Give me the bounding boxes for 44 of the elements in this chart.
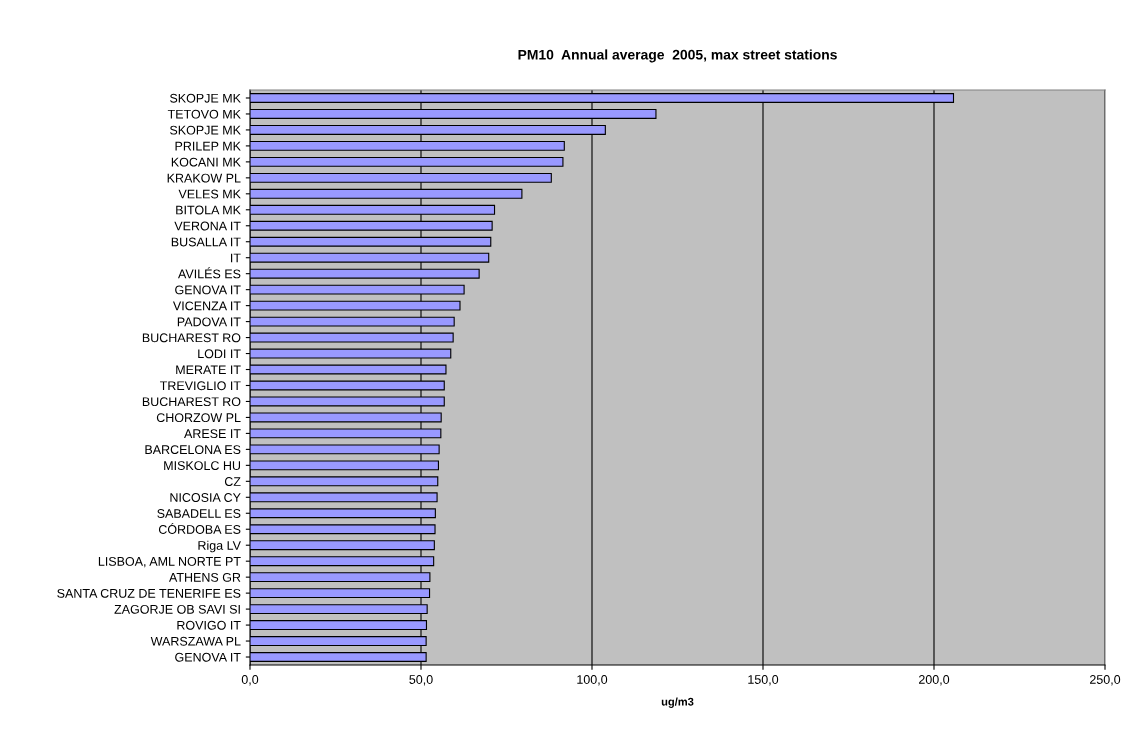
- y-tick-label: GENOVA IT: [175, 285, 241, 295]
- x-tick-label: 100,0: [577, 675, 608, 686]
- y-tick-label: BITOLA MK: [176, 205, 241, 215]
- y-tick-label: ZAGORJE OB SAVI SI: [114, 604, 240, 614]
- y-tick-label: SANTA CRUZ DE TENERIFE ES: [57, 588, 241, 598]
- y-tick-label: BARCELONA ES: [145, 445, 241, 455]
- y-tick-label: TETOVO MK: [167, 109, 241, 119]
- y-tick-label: CHORZOW PL: [156, 413, 241, 423]
- y-tick-label: GENOVA IT: [175, 652, 241, 662]
- y-tick-label: CZ: [224, 477, 241, 486]
- y-tick-label: IT: [231, 253, 241, 263]
- y-tick-label: Riga LV: [198, 540, 241, 553]
- y-tick-label: ATHENS GR: [168, 572, 241, 582]
- y-tick-label: KRAKOW PL: [167, 173, 241, 183]
- y-tick-label: BUCHAREST RO: [142, 333, 241, 343]
- y-tick-label: MERATE IT: [176, 365, 241, 375]
- x-tick-label: 50,0: [409, 675, 433, 686]
- x-tick-label: 0,0: [241, 675, 259, 686]
- y-tick-label: ROVIGO IT: [177, 620, 241, 630]
- y-tick-label: BUSALLA IT: [171, 237, 241, 247]
- x-axis-title: ug/m3: [661, 697, 694, 708]
- y-tick-label: BUCHAREST RO: [142, 397, 241, 407]
- y-tick-label: MISKOLC HU: [164, 461, 241, 470]
- y-tick-label: VERONA IT: [174, 221, 241, 231]
- y-tick-label: CÓRDOBA ES: [158, 522, 241, 534]
- x-tick-label: 200,0: [918, 675, 950, 686]
- y-tick-label: VICENZA IT: [172, 301, 241, 311]
- y-tick-label: SABADELL ES: [157, 509, 241, 518]
- y-tick-label: AVILÉS ES: [178, 267, 241, 279]
- y-tick-label: SKOPJE MK: [169, 125, 241, 135]
- x-tick-label: 250,0: [1089, 675, 1121, 686]
- y-tick-label: PRILEP MK: [175, 141, 241, 151]
- y-tick-label: SKOPJE MK: [169, 93, 241, 103]
- y-tick-label: LODI IT: [198, 349, 241, 359]
- y-tick-label: WARSZAWA PL: [150, 636, 241, 646]
- chart-title: PM10 Annual average 2005, max street stations: [518, 49, 837, 63]
- y-tick-label: VELES MK: [178, 189, 241, 199]
- y-tick-label: KOCANI MK: [171, 157, 241, 167]
- y-tick-label: TREVIGLIO IT: [159, 381, 241, 391]
- y-tick-label: PADOVA IT: [177, 317, 241, 327]
- x-tick-label: 150,0: [748, 675, 779, 686]
- y-tick-label: NICOSIA CY: [170, 493, 241, 502]
- y-tick-label: LISBOA, AML NORTE PT: [98, 556, 241, 568]
- y-tick-label: ARESE IT: [184, 429, 241, 439]
